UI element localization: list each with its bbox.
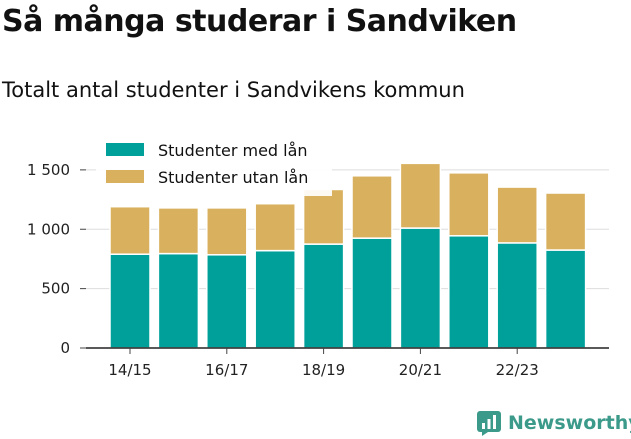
y-tick-label: 500	[41, 280, 70, 298]
bar-med-lan	[399, 227, 442, 349]
bar-utan-lan	[109, 205, 151, 255]
bar-med-lan	[254, 249, 296, 349]
bars	[109, 162, 587, 349]
chart-subtitle: Totalt antal studenter i Sandvikens komm…	[2, 78, 465, 102]
newsworthy-logo-icon	[477, 411, 501, 436]
bar-med-lan	[109, 253, 151, 349]
bar-utan-lan	[544, 192, 587, 251]
bar-med-lan	[544, 249, 587, 349]
bar-utan-lan	[157, 207, 200, 255]
legend-swatch	[106, 170, 144, 183]
bar-med-lan	[351, 237, 393, 349]
bar-med-lan	[448, 235, 490, 349]
legend-label: Studenter utan lån	[158, 168, 308, 187]
x-tick-label: 16/17	[205, 361, 248, 379]
bar-utan-lan	[254, 202, 296, 252]
x-axis-ticks: 14/15 16/17 18/19 20/21 22/23	[108, 348, 539, 379]
bar-med-lan	[496, 242, 538, 349]
x-tick-label: 14/15	[108, 361, 151, 379]
bar-med-lan	[302, 243, 345, 349]
brand-logo: Newsworthy	[476, 408, 631, 438]
brand-name: Newsworthy	[508, 412, 631, 434]
y-tick-label: 0	[60, 339, 70, 357]
chart-title: Så många studerar i Sandviken	[2, 4, 517, 39]
bar-utan-lan	[206, 207, 248, 256]
x-tick-label: 22/23	[496, 361, 539, 379]
bar-utan-lan	[351, 175, 393, 239]
x-tick-label: 20/21	[399, 361, 442, 379]
legend-label: Studenter med lån	[158, 141, 308, 160]
bar-med-lan	[206, 254, 248, 349]
bar-med-lan	[157, 252, 200, 349]
bar-utan-lan	[399, 162, 442, 229]
x-tick-label: 18/19	[302, 361, 345, 379]
bar-utan-lan	[496, 186, 538, 244]
legend: Studenter med lån Studenter utan lån	[96, 137, 332, 196]
legend-swatch	[106, 143, 144, 156]
y-tick-label: 1 500	[27, 161, 70, 179]
y-axis-ticks: 0 500 1 000 1 500	[27, 161, 86, 357]
y-tick-label: 1 000	[27, 220, 70, 238]
bar-utan-lan	[302, 188, 345, 245]
bar-utan-lan	[448, 172, 490, 237]
